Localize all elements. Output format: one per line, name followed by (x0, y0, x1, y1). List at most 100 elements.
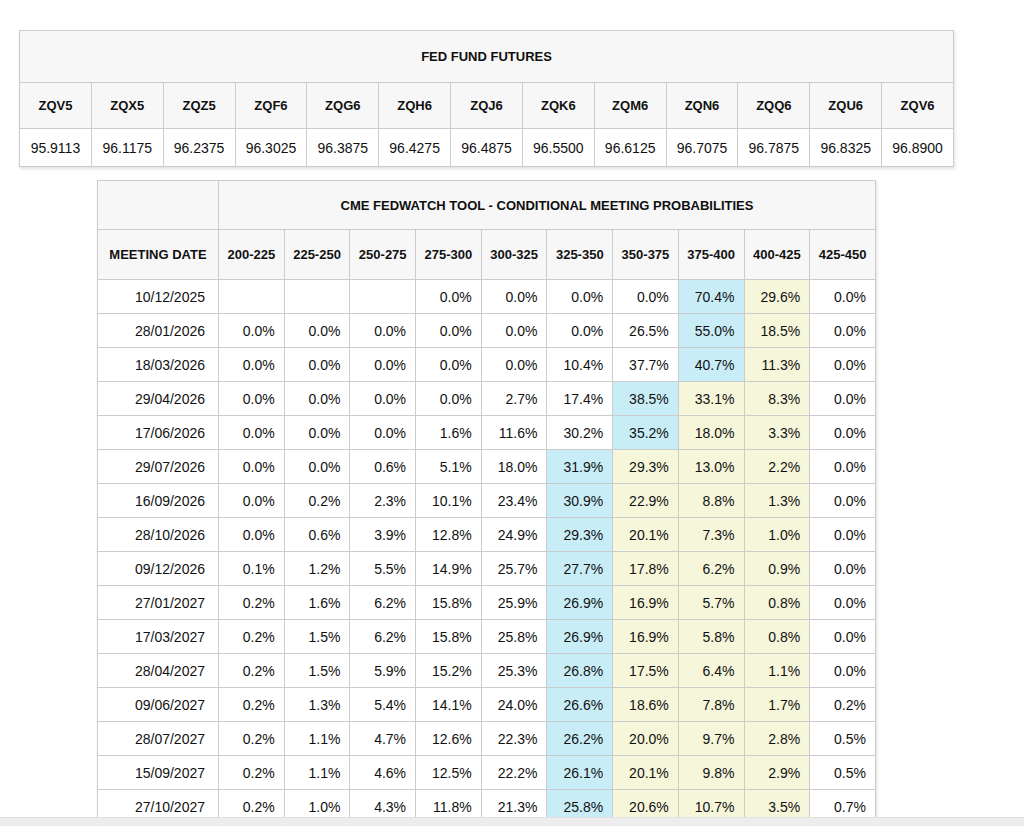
probability-cell: 55.0% (678, 314, 744, 348)
probability-cell: 2.8% (744, 722, 810, 756)
futures-contract-header: ZQZ5 (163, 83, 235, 129)
probability-cell: 15.8% (416, 620, 482, 654)
probability-cell: 2.2% (744, 450, 810, 484)
meeting-date-cell: 28/07/2027 (98, 722, 219, 756)
futures-price-cell: 96.4875 (451, 129, 523, 167)
futures-contract-header: ZQV6 (882, 83, 954, 129)
futures-price-cell: 96.4275 (379, 129, 451, 167)
futures-price-cell: 96.3025 (235, 129, 307, 167)
fedwatch-row: 28/10/20260.0%0.6%3.9%12.8%24.9%29.3%20.… (98, 518, 876, 552)
meeting-date-cell: 29/07/2026 (98, 450, 219, 484)
probability-cell: 0.0% (284, 314, 350, 348)
futures-contract-header: ZQN6 (666, 83, 738, 129)
meeting-date-cell: 28/04/2027 (98, 654, 219, 688)
probability-cell: 1.6% (416, 416, 482, 450)
rate-range-header: 350-375 (613, 230, 679, 280)
probability-cell: 13.0% (678, 450, 744, 484)
probability-cell: 20.0% (613, 722, 679, 756)
probability-cell: 0.0% (810, 280, 876, 314)
futures-price-cell: 96.1175 (91, 129, 163, 167)
probability-cell: 1.3% (284, 688, 350, 722)
probability-cell: 12.5% (416, 756, 482, 790)
probability-cell: 1.1% (284, 756, 350, 790)
probability-cell: 1.3% (744, 484, 810, 518)
futures-price-cell: 96.6125 (594, 129, 666, 167)
fedwatch-row: 29/07/20260.0%0.0%0.6%5.1%18.0%31.9%29.3… (98, 450, 876, 484)
fedwatch-body: 10/12/20250.0%0.0%0.0%0.0%70.4%29.6%0.0%… (98, 280, 876, 824)
rate-range-header: 275-300 (416, 230, 482, 280)
probability-cell: 22.9% (613, 484, 679, 518)
probability-cell: 0.0% (219, 314, 285, 348)
futures-contract-header: ZQM6 (594, 83, 666, 129)
futures-price-cell: 96.8325 (810, 129, 882, 167)
probability-cell: 0.0% (284, 348, 350, 382)
meeting-date-cell: 15/09/2027 (98, 756, 219, 790)
probability-cell: 0.0% (810, 450, 876, 484)
futures-table-title: FED FUND FUTURES (20, 31, 954, 83)
rate-range-header: 225-250 (284, 230, 350, 280)
probability-cell: 0.2% (219, 756, 285, 790)
probability-cell: 9.8% (678, 756, 744, 790)
fedwatch-table: CME FEDWATCH TOOL - CONDITIONAL MEETING … (97, 180, 876, 824)
probability-cell: 0.0% (416, 314, 482, 348)
probability-cell: 1.5% (284, 654, 350, 688)
probability-cell: 16.9% (613, 586, 679, 620)
probability-cell: 0.0% (810, 518, 876, 552)
meeting-date-header: MEETING DATE (98, 230, 219, 280)
probability-cell: 0.0% (219, 416, 285, 450)
probability-cell: 12.8% (416, 518, 482, 552)
probability-cell: 0.6% (284, 518, 350, 552)
fedwatch-row: 16/09/20260.0%0.2%2.3%10.1%23.4%30.9%22.… (98, 484, 876, 518)
probability-cell: 0.0% (219, 450, 285, 484)
futures-contract-header: ZQH6 (379, 83, 451, 129)
probability-cell: 26.9% (547, 620, 613, 654)
probability-cell: 0.0% (810, 586, 876, 620)
futures-contract-header: ZQG6 (307, 83, 379, 129)
probability-cell: 0.8% (744, 586, 810, 620)
fedwatch-row: 28/04/20270.2%1.5%5.9%15.2%25.3%26.8%17.… (98, 654, 876, 688)
meeting-date-cell: 29/04/2026 (98, 382, 219, 416)
meeting-date-cell: 09/06/2027 (98, 688, 219, 722)
probability-cell: 0.0% (481, 280, 547, 314)
probability-cell: 6.2% (350, 620, 416, 654)
rate-range-header: 300-325 (481, 230, 547, 280)
probability-cell: 14.1% (416, 688, 482, 722)
probability-cell: 40.7% (678, 348, 744, 382)
probability-cell: 23.4% (481, 484, 547, 518)
probability-cell: 26.5% (613, 314, 679, 348)
meeting-date-cell: 10/12/2025 (98, 280, 219, 314)
probability-cell (219, 280, 285, 314)
probability-cell: 0.0% (810, 314, 876, 348)
fedwatch-corner-cell (98, 181, 219, 230)
probability-cell: 26.2% (547, 722, 613, 756)
probability-cell: 0.0% (810, 484, 876, 518)
probability-cell: 5.8% (678, 620, 744, 654)
probability-cell: 4.6% (350, 756, 416, 790)
probability-cell: 0.0% (416, 348, 482, 382)
probability-cell: 15.2% (416, 654, 482, 688)
probability-cell: 30.2% (547, 416, 613, 450)
probability-cell: 26.6% (547, 688, 613, 722)
rate-range-header: 200-225 (219, 230, 285, 280)
meeting-date-cell: 09/12/2026 (98, 552, 219, 586)
fedwatch-row: 09/06/20270.2%1.3%5.4%14.1%24.0%26.6%18.… (98, 688, 876, 722)
meeting-date-cell: 27/01/2027 (98, 586, 219, 620)
meeting-date-cell: 28/01/2026 (98, 314, 219, 348)
probability-cell: 20.1% (613, 518, 679, 552)
rate-range-header: 375-400 (678, 230, 744, 280)
probability-cell (284, 280, 350, 314)
probability-cell: 6.2% (350, 586, 416, 620)
probability-cell: 0.2% (284, 484, 350, 518)
probability-cell: 24.9% (481, 518, 547, 552)
probability-cell: 30.9% (547, 484, 613, 518)
probability-cell: 0.0% (810, 416, 876, 450)
meeting-date-cell: 16/09/2026 (98, 484, 219, 518)
probability-cell: 16.9% (613, 620, 679, 654)
probability-cell: 0.5% (810, 722, 876, 756)
probability-cell: 11.6% (481, 416, 547, 450)
futures-contract-header: ZQU6 (810, 83, 882, 129)
probability-cell: 5.7% (678, 586, 744, 620)
probability-cell: 0.8% (744, 620, 810, 654)
futures-contract-header: ZQJ6 (451, 83, 523, 129)
fedwatch-table-title: CME FEDWATCH TOOL - CONDITIONAL MEETING … (219, 181, 876, 230)
